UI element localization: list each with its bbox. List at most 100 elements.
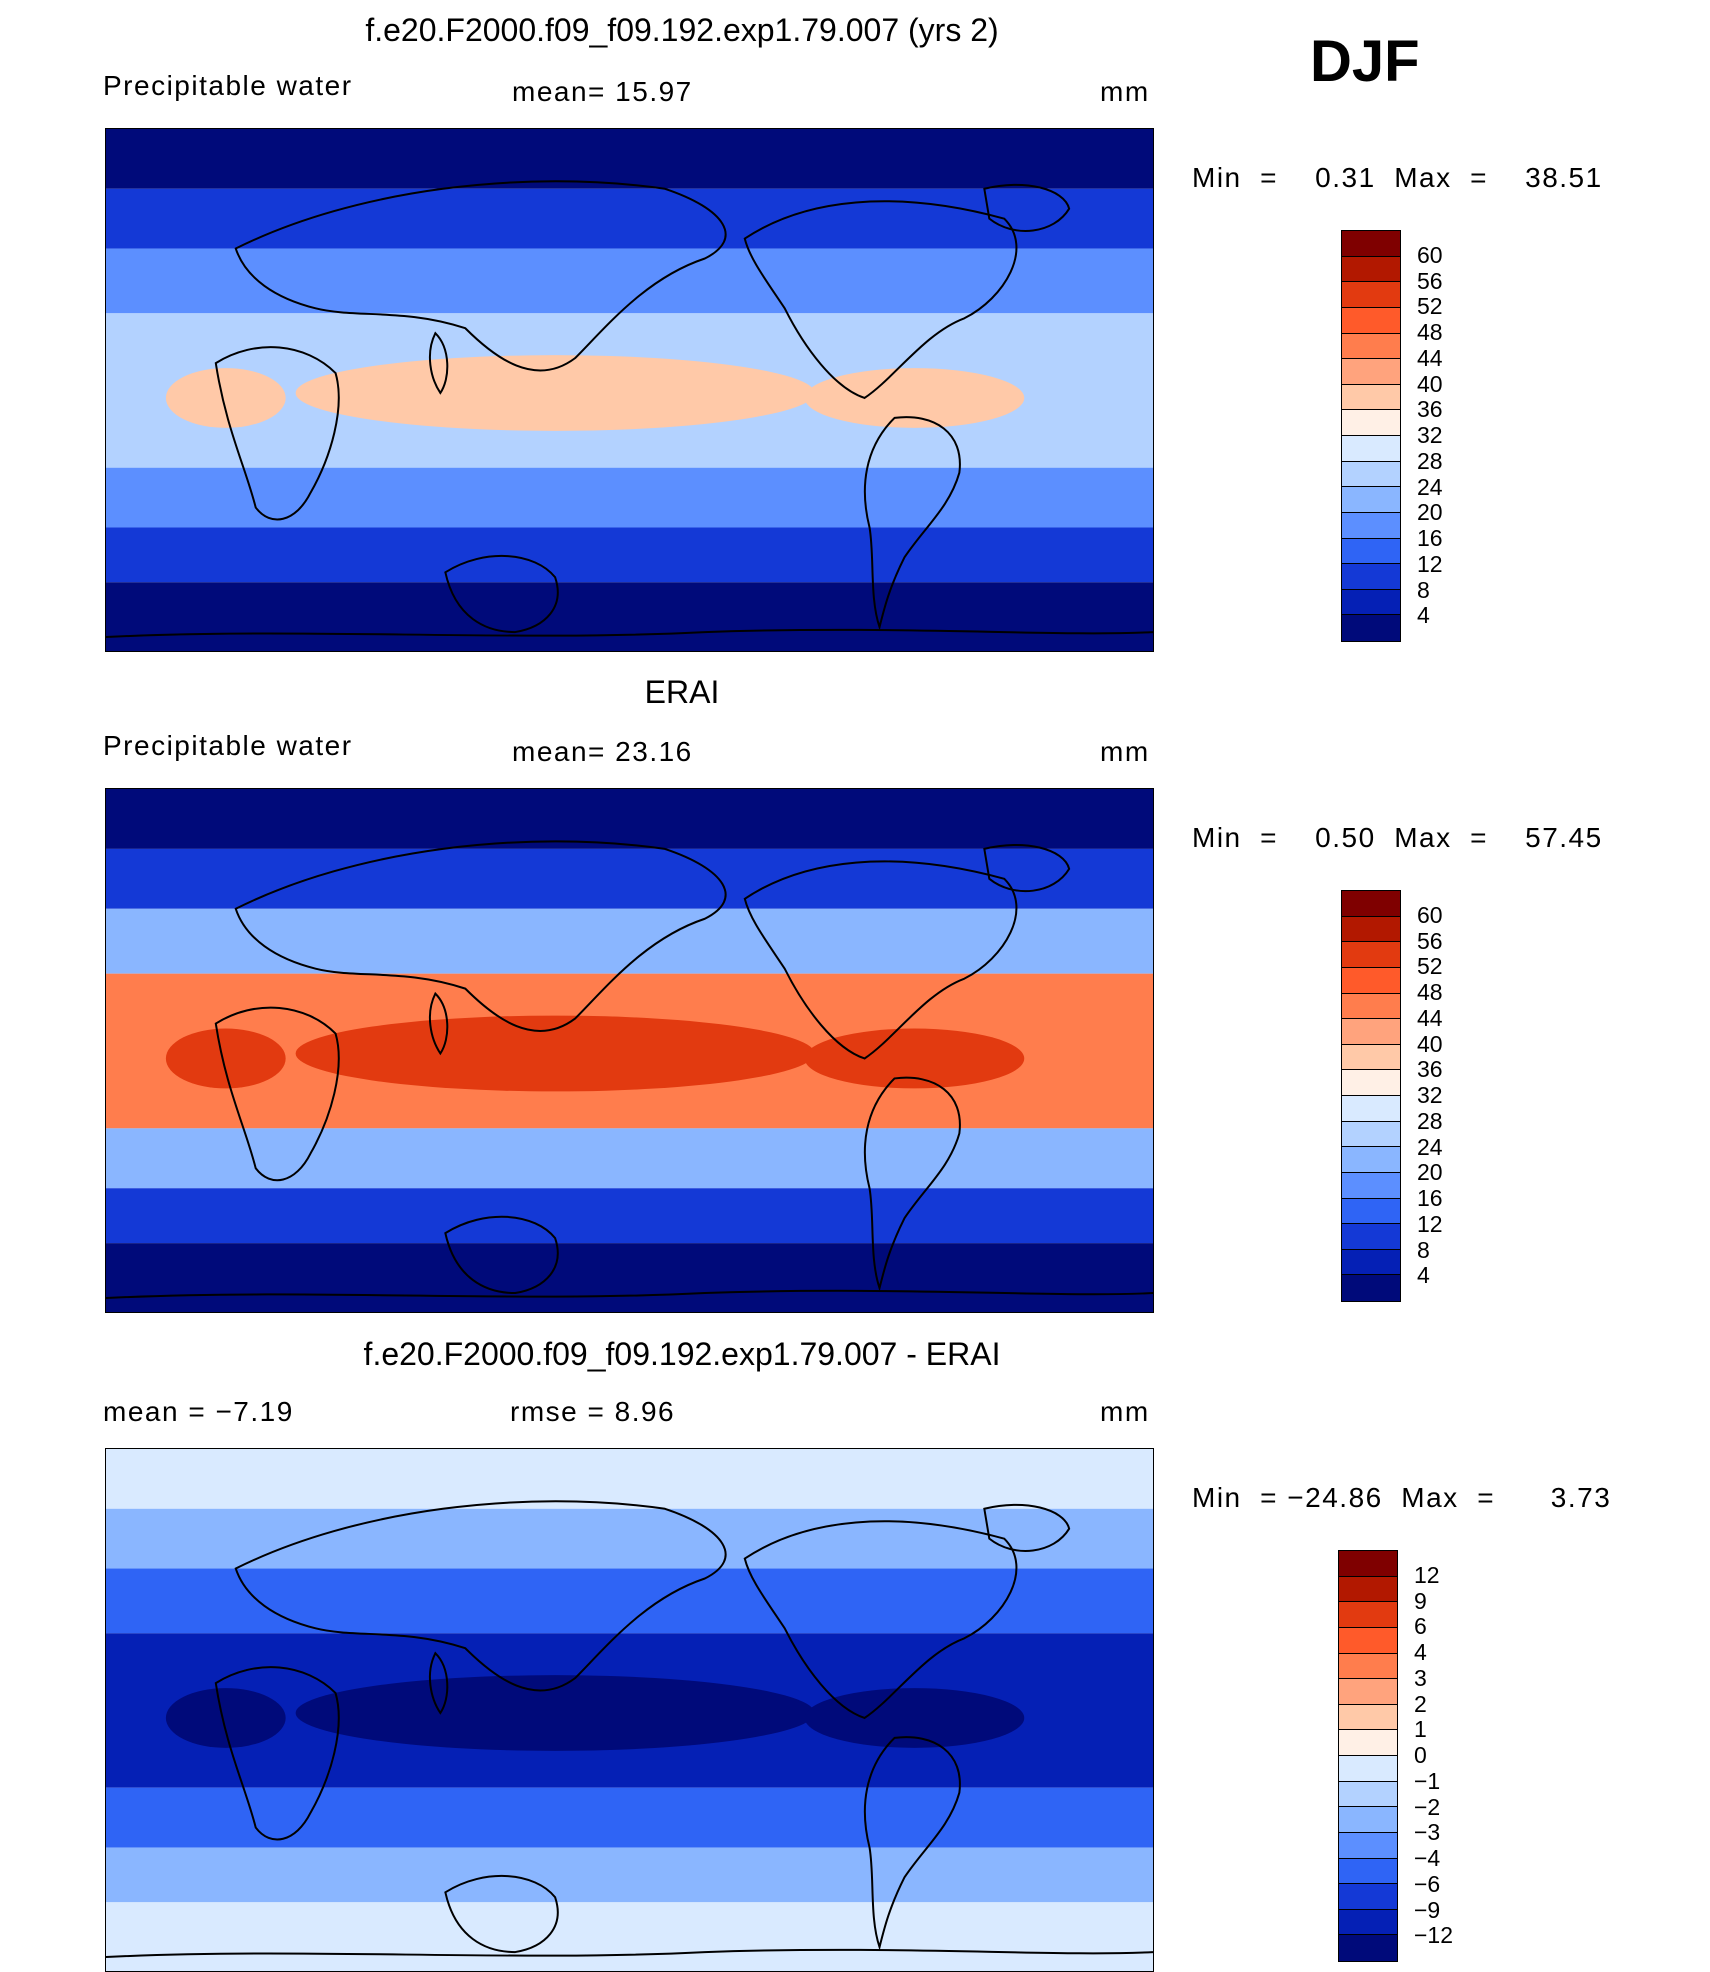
panel-3-rmse-label: rmse = 8.96 (510, 1396, 676, 1427)
colorbar-swatch (1342, 1096, 1400, 1122)
contour-band (106, 527, 1153, 583)
colorbar-swatch (1342, 410, 1400, 436)
colorbar-swatch (1339, 1602, 1397, 1628)
colorbar-swatch (1342, 333, 1400, 360)
colorbar-swatch (1339, 1551, 1397, 1577)
colorbar-tick-label: 24 (1417, 1133, 1443, 1160)
panel-2-unit-label: mm (1100, 736, 1150, 767)
colorbar-swatch (1342, 384, 1400, 411)
contour-band (106, 1243, 1153, 1312)
colorbar-tick-label: 52 (1417, 953, 1443, 980)
coastline (444, 1875, 559, 1954)
colorbar-tick-label: 16 (1417, 1185, 1443, 1211)
panel-3-title: f.e20.F2000.f09_f09.192.exp1.79.007 - ER… (363, 1336, 1001, 1372)
colorbar-swatch (1342, 436, 1400, 462)
colorbar-tick-label: 4 (1414, 1639, 1427, 1665)
coastline (234, 1500, 727, 1692)
contour-band (106, 848, 1153, 909)
coastline (429, 991, 449, 1056)
coastline (234, 840, 727, 1032)
contour-band (106, 1449, 1153, 1509)
colorbar-swatch (1342, 916, 1400, 943)
colorbar-swatch (1342, 307, 1400, 334)
coastline (863, 416, 961, 631)
colorbar-tick-label: 20 (1417, 499, 1443, 526)
coastline (743, 200, 1018, 400)
colorbar-swatch (1342, 1275, 1400, 1301)
colorbar-tick-label: 60 (1417, 901, 1443, 928)
colorbar-swatch (1339, 1807, 1397, 1833)
colorbar-tick-label: 12 (1414, 1561, 1440, 1588)
colorbar-tick-label: 44 (1417, 344, 1443, 371)
season-label: DJF (1310, 29, 1420, 94)
contour-patch (165, 368, 286, 428)
contour-patch (804, 1028, 1025, 1089)
colorbar-swatch (1342, 512, 1400, 539)
contour-band (106, 789, 1153, 849)
colorbar-swatch (1339, 1756, 1397, 1782)
colorbar-swatch (1342, 615, 1400, 641)
panel-1-colorbar-labels: 60 56 52 48 44 40 36 32 28 24 20 16 12 8 4 (1417, 230, 1477, 642)
colorbar-tick-label: 0 (1414, 1742, 1427, 1768)
colorbar-tick-label: 36 (1417, 396, 1443, 423)
contour-band (106, 1188, 1153, 1244)
coastline (743, 860, 1018, 1060)
colorbar-swatch (1339, 1935, 1397, 1961)
colorbar-swatch (1339, 1653, 1397, 1680)
colorbar-swatch (1342, 359, 1400, 385)
contour-patch (295, 355, 815, 431)
colorbar-swatch (1342, 1224, 1400, 1250)
colorbar-tick-label: 48 (1417, 979, 1443, 1005)
colorbar-tick-label: −3 (1414, 1819, 1441, 1846)
colorbar-swatch (1342, 1070, 1400, 1096)
colorbar-tick-label: 3 (1414, 1664, 1427, 1691)
contour-patch (295, 1015, 815, 1092)
colorbar-tick-label: −9 (1414, 1896, 1441, 1923)
colorbar-tick-label: 24 (1417, 473, 1443, 500)
panel-1-minmax: Min = 0.31 Max = 38.51 (1192, 162, 1603, 193)
colorbar-swatch (1342, 487, 1400, 513)
colorbar-tick-label: 1 (1414, 1716, 1427, 1743)
colorbar-tick-label: 56 (1417, 927, 1443, 954)
contour-band (106, 908, 1153, 974)
contour-patch (295, 1675, 815, 1751)
coastline (106, 1948, 1153, 1959)
panel-2-colorbar (1341, 890, 1401, 1302)
contour-patch (165, 1028, 286, 1089)
colorbar-swatch (1342, 942, 1400, 968)
colorbar-swatch (1339, 1704, 1397, 1731)
colorbar-tick-label: 32 (1417, 1082, 1443, 1108)
colorbar-swatch (1339, 1884, 1397, 1910)
coastline (863, 1076, 961, 1292)
contour-band (106, 188, 1153, 249)
colorbar-swatch (1342, 564, 1400, 590)
colorbar-swatch (1339, 1781, 1397, 1808)
coastline (106, 628, 1153, 639)
colorbar-tick-label: 56 (1417, 267, 1443, 294)
colorbar-tick-label: 4 (1417, 602, 1430, 629)
colorbar-swatch (1342, 231, 1400, 257)
colorbar-swatch (1342, 1121, 1400, 1148)
coastline (106, 1289, 1153, 1300)
colorbar-tick-label: −12 (1414, 1922, 1454, 1949)
colorbar-tick-label: 20 (1417, 1159, 1443, 1186)
colorbar-tick-label: 44 (1417, 1004, 1443, 1031)
coastline (444, 1215, 559, 1295)
colorbar-tick-label: 12 (1417, 550, 1443, 577)
coastline (983, 183, 1071, 232)
contour-band (106, 1128, 1153, 1189)
panel-3-colorbar (1338, 1550, 1398, 1962)
contour-band (106, 1787, 1153, 1848)
colorbar-swatch (1339, 1909, 1397, 1936)
contour-patch (804, 1688, 1025, 1748)
coastline (429, 331, 449, 395)
colorbar-tick-label: 2 (1414, 1690, 1427, 1717)
colorbar-swatch (1339, 1679, 1397, 1705)
panel-3-mean-label: mean = −7.19 (103, 1396, 294, 1427)
coastline (983, 843, 1071, 893)
colorbar-swatch (1342, 282, 1400, 308)
panel-3-colorbar-labels: 12 9 6 4 3 2 1 0 −1 −2 −3 −4 −6 −9 −12 (1414, 1550, 1474, 1962)
coastline (983, 1503, 1071, 1552)
coastline (214, 1006, 340, 1182)
colorbar-swatch (1342, 589, 1400, 616)
